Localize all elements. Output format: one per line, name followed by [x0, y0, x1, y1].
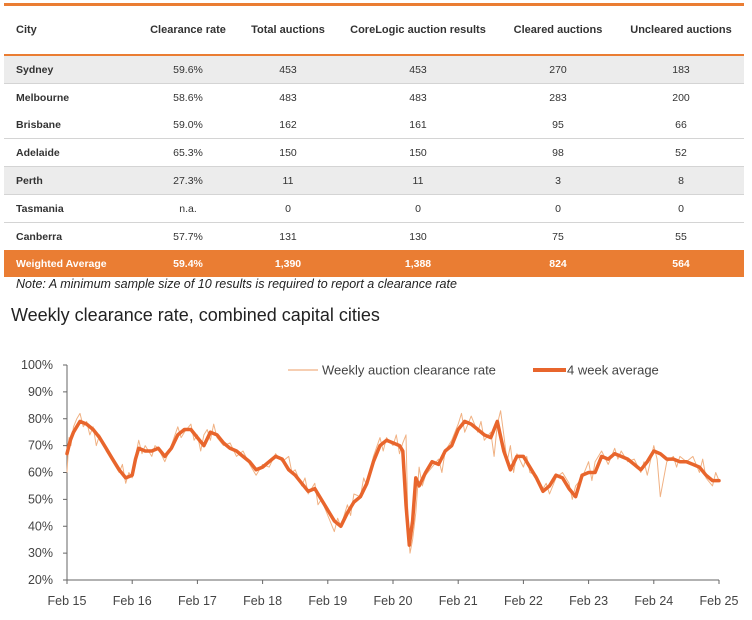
cleared-auctions-cell: 98: [498, 138, 618, 167]
city-cell: Adelaide: [4, 138, 138, 167]
header-corelogic-results: CoreLogic auction results: [338, 6, 498, 56]
uncleared-auctions-cell: 55: [618, 222, 744, 250]
y-tick-label: 30%: [28, 546, 53, 560]
corelogic-results-cell: 150: [338, 138, 498, 167]
x-tick-label: Feb 18: [243, 594, 282, 608]
x-tick-label: Feb 20: [374, 594, 413, 608]
uncleared-auctions-cell: 8: [618, 166, 744, 195]
y-tick-label: 100%: [21, 358, 53, 372]
total-auctions-cell: 131: [238, 222, 338, 250]
header-clearance-rate: Clearance rate: [138, 6, 238, 56]
x-tick-label: Feb 19: [308, 594, 347, 608]
cleared-auctions-cell: 75: [498, 222, 618, 250]
clearance-rate-cell: 65.3%: [138, 138, 238, 167]
table-top-rule: [4, 3, 744, 6]
y-tick-label: 50%: [28, 492, 53, 506]
header-cleared-auctions: Cleared auctions: [498, 6, 618, 56]
auction-results-table-wrap: City Clearance rate Total auctions CoreL…: [4, 3, 744, 277]
header-city: City: [4, 6, 138, 56]
table-row: Adelaide 65.3% 150 150 98 52: [4, 138, 744, 167]
cleared-auctions-cell: 270: [498, 55, 618, 84]
cleared-auctions-cell: 3: [498, 166, 618, 195]
clearance-rate-cell: 59.6%: [138, 55, 238, 84]
series-layer: [65, 410, 721, 554]
clearance-rate-chart: 20%30%40%50%60%70%80%90%100% Feb 15 Feb 1…: [21, 358, 739, 608]
x-tick-label: Feb 21: [439, 594, 478, 608]
clearance-rate-cell: 27.3%: [138, 166, 238, 195]
corelogic-results-cell: 453: [338, 55, 498, 84]
uncleared-auctions-cell: 0: [618, 194, 744, 223]
table-row: Perth 27.3% 11 11 3 8: [4, 166, 744, 195]
clearance-rate-cell: 59.0%: [138, 111, 238, 139]
table-row: Melbourne 58.6% 483 483 283 200: [4, 83, 744, 111]
x-tick-label: Feb 17: [178, 594, 217, 608]
cleared-auctions-cell: 283: [498, 83, 618, 111]
y-tick-label: 20%: [28, 573, 53, 587]
city-cell: Perth: [4, 166, 138, 195]
table-row: Canberra 57.7% 131 130 75 55: [4, 222, 744, 250]
header-uncleared-auctions: Uncleared auctions: [618, 6, 744, 56]
weighted-average-row: Weighted Average 59.4% 1,390 1,388 824 5…: [4, 250, 744, 277]
chart-legend: Weekly auction clearance rate 4 week aver…: [288, 363, 659, 378]
weighted-cleared-auctions: 824: [498, 250, 618, 277]
x-tick-label: Feb 24: [634, 594, 673, 608]
header-total-auctions: Total auctions: [238, 6, 338, 56]
table-row: Brisbane 59.0% 162 161 95 66: [4, 111, 744, 139]
chart-title: Weekly clearance rate, combined capital …: [11, 305, 380, 325]
cleared-auctions-cell: 95: [498, 111, 618, 139]
weighted-clearance-rate: 59.4%: [138, 250, 238, 277]
x-tick-label: Feb 16: [113, 594, 152, 608]
clearance-rate-cell: 58.6%: [138, 83, 238, 111]
y-tick-label: 90%: [28, 385, 53, 399]
x-axis: Feb 15 Feb 16 Feb 17 Feb 18 Feb 19 Feb 20 Feb …: [48, 579, 739, 608]
x-tick-label: Feb 22: [504, 594, 543, 608]
table-header-row: City Clearance rate Total auctions CoreL…: [4, 6, 744, 56]
x-tick-label: Feb 15: [48, 594, 87, 608]
four-week-average-line: [65, 419, 721, 547]
x-tick-label: Feb 23: [569, 594, 608, 608]
table-row: Tasmania n.a. 0 0 0 0: [4, 194, 744, 223]
total-auctions-cell: 483: [238, 83, 338, 111]
y-tick-label: 40%: [28, 519, 53, 533]
legend-weekly-label: Weekly auction clearance rate: [322, 363, 496, 378]
corelogic-results-cell: 161: [338, 111, 498, 139]
total-auctions-cell: 0: [238, 194, 338, 223]
y-axis: 20% 30% 40% 50% 60% 70% 80% 90% 100%: [21, 358, 68, 587]
y-tick-label: 60%: [28, 466, 53, 480]
total-auctions-cell: 11: [238, 166, 338, 195]
weighted-average-label: Weighted Average: [4, 250, 138, 277]
total-auctions-cell: 453: [238, 55, 338, 84]
city-cell: Brisbane: [4, 111, 138, 139]
weekly-clearance-line: [66, 410, 720, 554]
corelogic-results-cell: 483: [338, 83, 498, 111]
uncleared-auctions-cell: 66: [618, 111, 744, 139]
city-cell: Tasmania: [4, 194, 138, 223]
cleared-auctions-cell: 0: [498, 194, 618, 223]
uncleared-auctions-cell: 52: [618, 138, 744, 167]
total-auctions-cell: 150: [238, 138, 338, 167]
city-cell: Canberra: [4, 222, 138, 250]
corelogic-results-cell: 0: [338, 194, 498, 223]
y-tick-label: 80%: [28, 412, 53, 426]
city-cell: Sydney: [4, 55, 138, 84]
sample-size-note: Note: A minimum sample size of 10 result…: [16, 277, 457, 291]
clearance-rate-cell: n.a.: [138, 194, 238, 223]
y-tick-label: 70%: [28, 439, 53, 453]
auction-results-table: City Clearance rate Total auctions CoreL…: [4, 6, 744, 277]
clearance-rate-cell: 57.7%: [138, 222, 238, 250]
table-row: Sydney 59.6% 453 453 270 183: [4, 55, 744, 84]
legend-average-label: 4 week average: [567, 363, 659, 378]
city-cell: Melbourne: [4, 83, 138, 111]
weighted-corelogic-results: 1,388: [338, 250, 498, 277]
total-auctions-cell: 162: [238, 111, 338, 139]
uncleared-auctions-cell: 200: [618, 83, 744, 111]
corelogic-results-cell: 130: [338, 222, 498, 250]
uncleared-auctions-cell: 183: [618, 55, 744, 84]
weighted-total-auctions: 1,390: [238, 250, 338, 277]
x-tick-label: Feb 25: [700, 594, 739, 608]
weighted-uncleared-auctions: 564: [618, 250, 744, 277]
corelogic-results-cell: 11: [338, 166, 498, 195]
